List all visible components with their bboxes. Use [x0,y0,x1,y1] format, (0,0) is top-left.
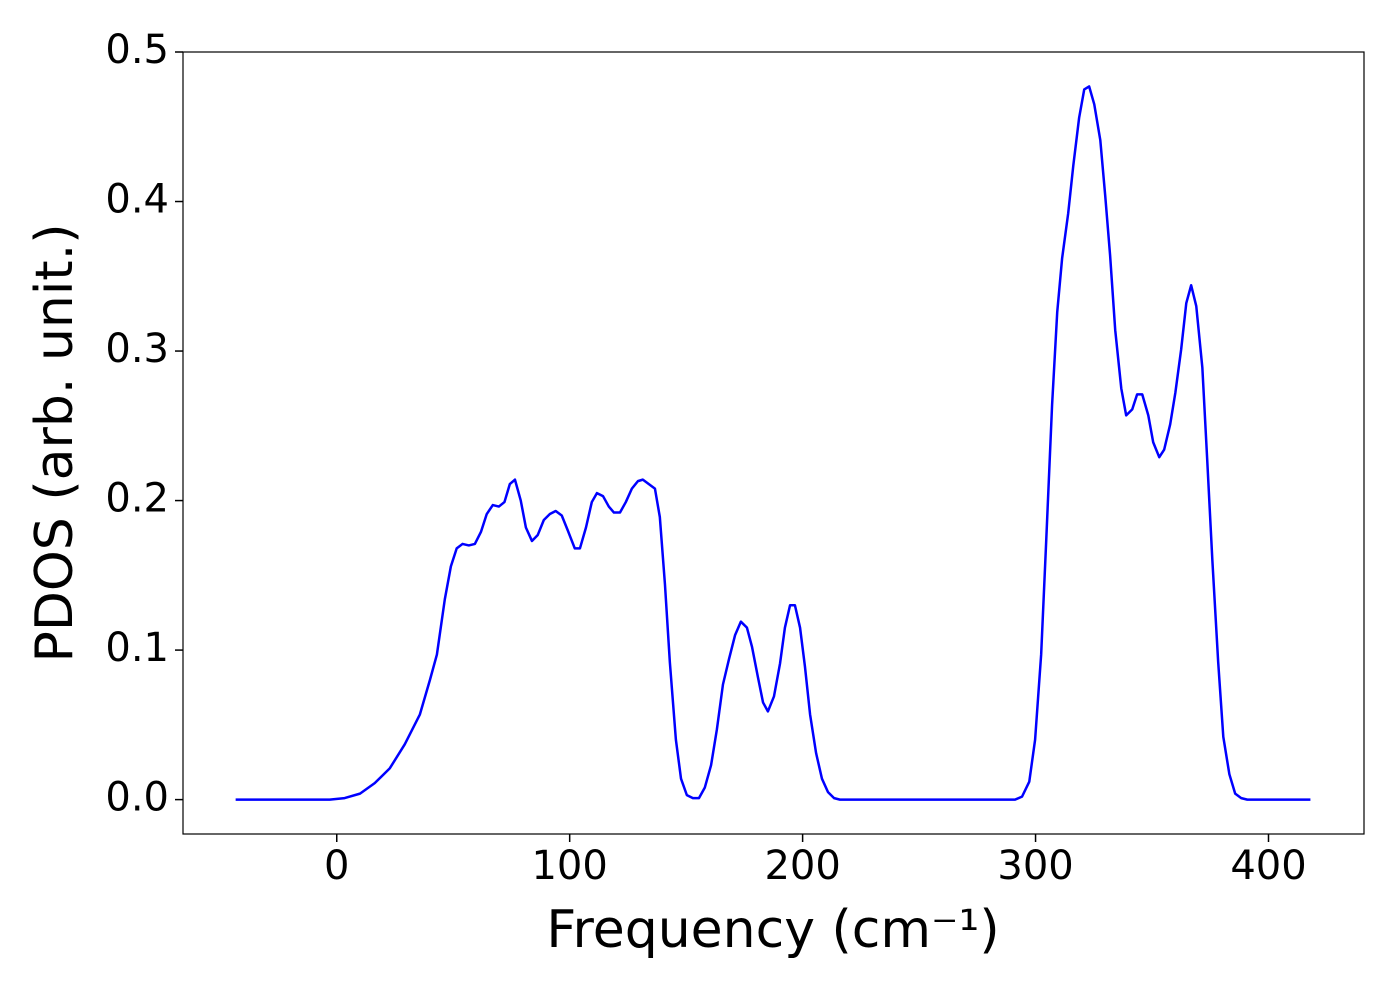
y-tick-label: 0.5 [105,27,169,73]
x-tick-label: 0 [324,843,349,889]
x-tick-label: 300 [997,843,1073,889]
y-tick-label: 0.3 [105,326,169,372]
x-tick-label: 200 [764,843,840,889]
y-axis-label: PDOS (arb. unit.) [25,223,85,662]
x-axis-label: Frequency (cm⁻¹) [546,900,999,960]
x-tick-label: 100 [531,843,607,889]
plot-frame [182,51,1365,835]
y-tick-label: 0.0 [105,775,169,821]
y-tick-label: 0.1 [105,625,169,671]
data-line [235,85,1311,801]
x-tick-label: 400 [1230,843,1306,889]
y-tick-label: 0.4 [105,177,169,223]
y-tick-label: 0.2 [105,476,169,522]
